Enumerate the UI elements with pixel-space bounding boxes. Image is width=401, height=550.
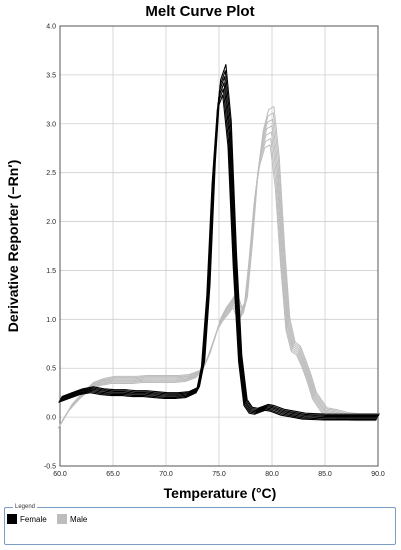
- legend-label-female: Female: [20, 514, 47, 524]
- y-tick-label: 2.0: [46, 219, 56, 226]
- legend-title: Legend: [13, 503, 38, 511]
- y-tick-label: 3.5: [46, 72, 56, 79]
- legend-swatch-female: [7, 514, 17, 524]
- y-tick-label: -0.5: [44, 464, 56, 471]
- x-tick-label: 75.0: [212, 471, 226, 478]
- legend-item-female[interactable]: Female: [7, 514, 47, 524]
- x-tick-label: 65.0: [106, 471, 120, 478]
- series-line-male: [58, 138, 377, 428]
- series-line-male: [58, 131, 378, 427]
- x-tick-label: 80.0: [265, 471, 279, 478]
- chart-title: Melt Curve Plot: [145, 3, 254, 20]
- x-axis-label: Temperature (°C): [164, 485, 277, 501]
- plot-area: 60.0 65.0 70.0 75.0 80.0 85.0 90.0 -0.5 0.0 0.5 1.…: [44, 24, 385, 479]
- y-axis-label: Derivative Reporter (−Rn′): [5, 160, 21, 333]
- y-tick-label: 2.5: [46, 170, 56, 177]
- x-tick-label: 90.0: [371, 471, 385, 478]
- legend-swatch-male: [57, 514, 67, 524]
- legend-item-male[interactable]: Male: [57, 514, 87, 524]
- x-tick-label: 85.0: [318, 471, 332, 478]
- y-tick-label: 3.0: [46, 121, 56, 128]
- y-tick-label: 1.0: [46, 317, 56, 324]
- x-tick-label: 60.0: [53, 471, 67, 478]
- y-tick-label: 4.0: [46, 24, 56, 31]
- series-line-male: [57, 144, 377, 429]
- y-tick-label: 0.5: [46, 366, 56, 373]
- plot-border: [59, 25, 379, 467]
- legend-label-male: Male: [70, 514, 88, 524]
- series-line-female: [61, 64, 380, 415]
- x-tick-label: 70.0: [159, 471, 173, 478]
- y-tick-label: 0.0: [46, 415, 56, 422]
- legend: Legend Female Male: [4, 503, 396, 545]
- y-tick-label: 1.5: [46, 268, 56, 275]
